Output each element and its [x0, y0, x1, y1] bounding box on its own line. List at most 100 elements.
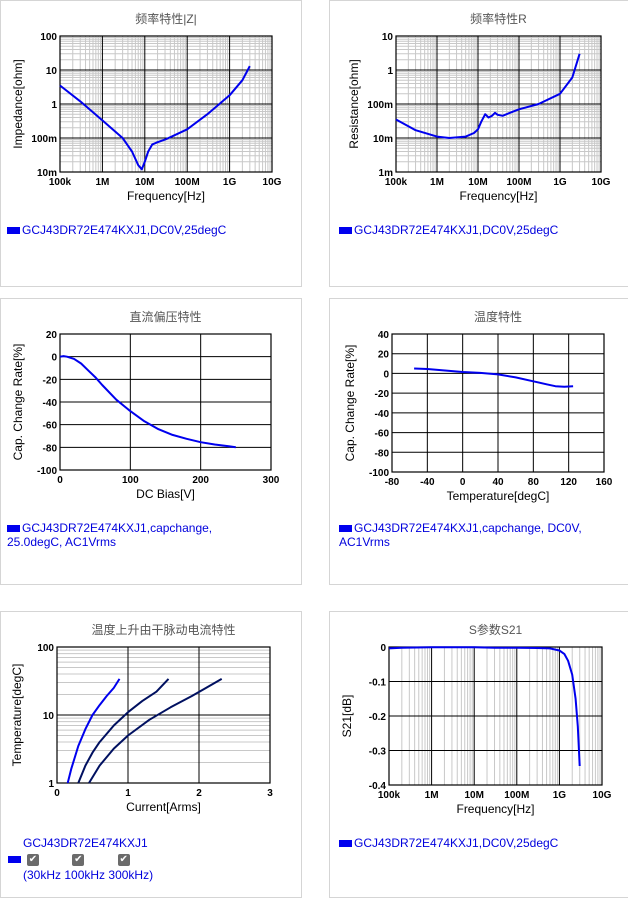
series-line [388, 646, 581, 767]
y-tick-label: -40 [375, 409, 390, 420]
y-tick-label: 10m [37, 168, 57, 179]
series-line [77, 678, 170, 784]
x-tick-label: 10G [593, 790, 612, 801]
x-tick-label: 80 [528, 477, 540, 488]
y-tick-label: 1m [379, 168, 394, 179]
x-tick-label: 1M [425, 790, 439, 801]
chart-title: S参数S21 [469, 622, 523, 637]
legend-swatch [7, 227, 20, 235]
checkbox-300khz[interactable]: ✔ [117, 853, 130, 866]
chart-temperature: 温度特性-80 -40 0 40 80 120 16040200-20-40-60-80-1… [343, 309, 613, 503]
legend-resistance: GCJ43DR72E474KXJ1,DC0V,25degC [339, 223, 558, 237]
y-axis-label: Resistance[ohm] [347, 59, 361, 148]
y-tick-label: 10 [46, 66, 58, 77]
grid [59, 35, 273, 173]
x-tick-label: 1G [553, 177, 567, 188]
series-line [59, 355, 236, 449]
series-line [59, 65, 251, 171]
x-tick-label: 10G [263, 177, 282, 188]
check-label-100khz: 100kHz [64, 868, 106, 882]
y-axis-label: Impedance[ohm] [11, 59, 25, 148]
x-tick-label: 10M [468, 177, 487, 188]
y-tick-label: 40 [378, 330, 390, 341]
legend-swatch [7, 525, 20, 532]
x-tick-label: 200 [192, 475, 209, 486]
x-tick-label: 100M [175, 177, 200, 188]
x-tick-label: 0 [57, 475, 63, 486]
legend-swatch [8, 856, 21, 863]
x-tick-label: 1M [430, 177, 444, 188]
plot-frame [56, 646, 271, 784]
series-line [66, 678, 121, 784]
x-tick-label: 100M [506, 177, 531, 188]
y-tick-label: -80 [375, 448, 390, 459]
legend-text: GCJ43DR72E474KXJ1,capchange, DC0V, AC1Vr… [339, 521, 582, 549]
frequency-checkboxes: ✔ ✔ ✔ [27, 852, 130, 866]
y-tick-label: -100 [37, 466, 57, 477]
x-tick-label: 100 [122, 475, 139, 486]
plot-frame [391, 333, 605, 473]
chart-title: 直流偏压特性 [129, 309, 201, 324]
legend-text: GCJ43DR72E474KXJ1 [23, 836, 148, 850]
legend-text: GCJ43DR72E474KXJ1,DC0V,25degC [354, 223, 559, 237]
legend-swatch [339, 525, 352, 532]
x-axis-label: Frequency[Hz] [456, 802, 534, 816]
chart-resistance: 频率特性R 100k 1M 10M 100M 1G 10G 10 1 100m 10m 1m Frequ… [347, 11, 611, 203]
y-tick-label: -20 [43, 375, 58, 386]
legend-text: GCJ43DR72E474KXJ1,capchange, 25.0degC, A… [7, 521, 213, 549]
x-tick-label: 0 [54, 788, 60, 799]
x-tick-label: 300 [263, 475, 280, 486]
checkbox-100khz[interactable]: ✔ [72, 853, 85, 866]
y-tick-label: 10m [373, 134, 393, 145]
x-axis-label: DC Bias[V] [136, 487, 195, 501]
y-tick-label: 100m [367, 100, 393, 111]
legend-s21: GCJ43DR72E474KXJ1,DC0V,25degC [339, 836, 558, 850]
y-tick-label: -0.3 [369, 747, 387, 758]
y-tick-label: 1 [51, 100, 57, 111]
series-line [88, 678, 223, 784]
x-tick-label: 3 [267, 788, 273, 799]
plot-frame [59, 35, 273, 173]
x-tick-label: 2 [196, 788, 202, 799]
y-axis-label: Temperature[degC] [10, 664, 24, 767]
check-label-300khz: 300kHz) [108, 868, 154, 882]
y-tick-label: 10 [43, 711, 55, 722]
y-tick-label: -60 [375, 429, 390, 440]
y-tick-label: 1 [387, 66, 393, 77]
y-tick-label: 0 [51, 353, 57, 364]
legend-swatch [339, 227, 352, 235]
legend-ripple: GCJ43DR72E474KXJ1 [23, 836, 148, 850]
x-tick-label: 40 [492, 477, 504, 488]
legend-impedance: GCJ43DR72E474KXJ1,DC0V,25degC [7, 223, 226, 237]
grid [56, 646, 271, 784]
x-axis-label: Current[Arms] [126, 800, 201, 814]
frequency-labels: (30kHz 100kHz 300kHz) [23, 868, 153, 882]
grid [391, 333, 605, 473]
chart-s21: S参数S21 100k 1M 10M 100M 1G 10G 0 -0.1 -0.2 -0.3 -0.… [340, 622, 612, 816]
y-tick-label: -100 [369, 468, 389, 479]
x-tick-label: 10M [464, 790, 483, 801]
x-tick-label: 0 [460, 477, 466, 488]
plot-frame [395, 35, 602, 173]
y-tick-label: 100 [37, 643, 54, 654]
chart-panel-ripple-current: 温度上升由干脉动电流特性 0 1 2 3 100 10 1 Current[Arms] Tempe… [0, 611, 302, 898]
y-axis-label: Cap. Change Rate[%] [343, 345, 357, 462]
chart-title: 频率特性|Z| [135, 11, 197, 26]
y-tick-label: -40 [43, 398, 58, 409]
x-tick-label: 10G [592, 177, 611, 188]
checkbox-30khz[interactable]: ✔ [27, 853, 39, 866]
y-tick-label: 0 [380, 643, 386, 654]
y-tick-label: -20 [375, 389, 390, 400]
x-tick-label: 10M [135, 177, 154, 188]
legend-temperature: GCJ43DR72E474KXJ1,capchange, DC0V, AC1Vr… [339, 521, 589, 549]
x-tick-label: 160 [596, 477, 613, 488]
legend-swatch [339, 840, 352, 848]
chart-panel-s21: S参数S21 100k 1M 10M 100M 1G 10G 0 -0.1 -0.2 -0.3 -0.… [329, 611, 628, 898]
x-axis-label: Frequency[Hz] [127, 189, 205, 203]
plot-frame [59, 333, 272, 471]
y-axis-label: S21[dB] [340, 695, 354, 738]
y-axis-label: Cap. Change Rate[%] [11, 344, 25, 461]
grid [395, 35, 602, 173]
series-line [414, 367, 574, 388]
grid [59, 333, 272, 471]
